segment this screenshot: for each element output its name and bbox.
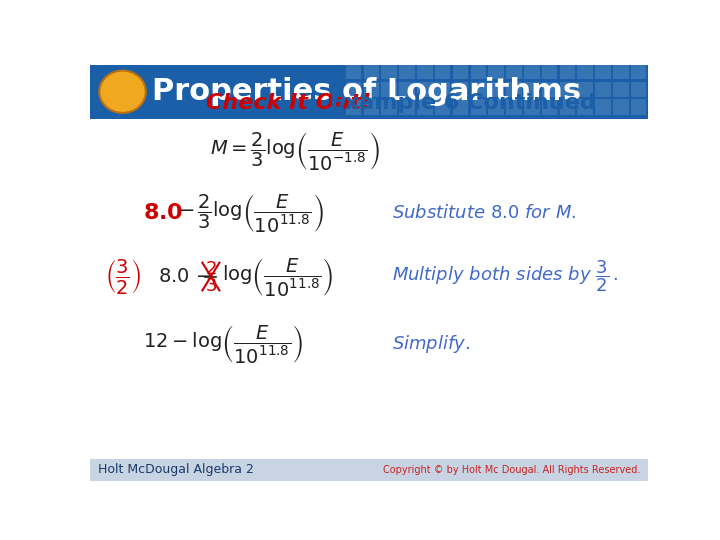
- Bar: [631, 82, 647, 97]
- Bar: [346, 64, 361, 79]
- Bar: [346, 99, 361, 115]
- Text: Holt McDougal Algebra 2: Holt McDougal Algebra 2: [98, 463, 253, 476]
- Bar: [435, 64, 451, 79]
- Bar: [453, 64, 468, 79]
- Text: $\!\left(\dfrac{3}{2}\right)$: $\!\left(\dfrac{3}{2}\right)$: [107, 257, 141, 296]
- Bar: [613, 64, 629, 79]
- Ellipse shape: [99, 71, 145, 113]
- Bar: [488, 99, 504, 115]
- Bar: [364, 64, 379, 79]
- Bar: [542, 64, 557, 79]
- Bar: [435, 82, 451, 97]
- Bar: [488, 64, 504, 79]
- Text: $\mathbf{8.0}$: $\mathbf{8.0}$: [143, 201, 183, 224]
- Bar: [613, 99, 629, 115]
- Bar: [90, 65, 648, 119]
- Text: Copyright © by Holt Mc Dougal. All Rights Reserved.: Copyright © by Holt Mc Dougal. All Right…: [383, 465, 640, 475]
- Bar: [524, 82, 539, 97]
- Bar: [364, 82, 379, 97]
- Bar: [417, 64, 433, 79]
- Text: $2$: $2$: [204, 260, 217, 278]
- Bar: [417, 99, 433, 115]
- Bar: [577, 99, 593, 115]
- Text: $-\,\dfrac{2}{3}\log\!\left(\dfrac{E}{10^{11.8}}\right)$: $-\,\dfrac{2}{3}\log\!\left(\dfrac{E}{10…: [178, 192, 323, 234]
- Bar: [559, 99, 575, 115]
- Bar: [613, 82, 629, 97]
- Bar: [631, 99, 647, 115]
- Bar: [488, 82, 504, 97]
- Text: $3$: $3$: [204, 277, 217, 295]
- Bar: [524, 64, 539, 79]
- Bar: [382, 64, 397, 79]
- Text: Example 6 Continued: Example 6 Continued: [323, 93, 596, 113]
- Text: $8.0\,-$: $8.0\,-$: [158, 267, 212, 286]
- Text: Check It Out!: Check It Out!: [206, 93, 372, 113]
- Bar: [364, 99, 379, 115]
- Bar: [524, 99, 539, 115]
- Bar: [559, 64, 575, 79]
- Bar: [595, 64, 611, 79]
- Text: $\mathit{Substitute\ 8.0\ for\ M.}$: $\mathit{Substitute\ 8.0\ for\ M.}$: [392, 204, 577, 221]
- Bar: [471, 64, 486, 79]
- Bar: [506, 99, 522, 115]
- Bar: [399, 82, 415, 97]
- Bar: [559, 82, 575, 97]
- Text: $12 - \log\!\left(\dfrac{E}{10^{11.8}}\right)$: $12 - \log\!\left(\dfrac{E}{10^{11.8}}\r…: [143, 322, 303, 365]
- Bar: [506, 82, 522, 97]
- Bar: [399, 64, 415, 79]
- Bar: [346, 82, 361, 97]
- Bar: [631, 64, 647, 79]
- Bar: [471, 82, 486, 97]
- Bar: [506, 64, 522, 79]
- Bar: [595, 82, 611, 97]
- Bar: [382, 82, 397, 97]
- Bar: [90, 459, 648, 481]
- Bar: [453, 82, 468, 97]
- Bar: [453, 99, 468, 115]
- Text: $\mathit{Simplify.}$: $\mathit{Simplify.}$: [392, 333, 470, 355]
- Bar: [577, 82, 593, 97]
- Bar: [399, 99, 415, 115]
- Bar: [595, 99, 611, 115]
- Bar: [382, 99, 397, 115]
- Text: $\mathit{Multiply\ both\ sides\ by}\ \dfrac{3}{2}\,.$: $\mathit{Multiply\ both\ sides\ by}\ \df…: [392, 259, 618, 294]
- Bar: [577, 64, 593, 79]
- Bar: [542, 82, 557, 97]
- Bar: [417, 82, 433, 97]
- Bar: [542, 99, 557, 115]
- Bar: [435, 99, 451, 115]
- Text: $\log\!\left(\dfrac{E}{10^{11.8}}\right)$: $\log\!\left(\dfrac{E}{10^{11.8}}\right)…: [222, 255, 333, 298]
- Bar: [471, 99, 486, 115]
- Text: Properties of Logarithms: Properties of Logarithms: [152, 77, 581, 106]
- Text: $M = \dfrac{2}{3}\log\!\left(\dfrac{E}{10^{-1.8}}\right)$: $M = \dfrac{2}{3}\log\!\left(\dfrac{E}{1…: [210, 130, 380, 172]
